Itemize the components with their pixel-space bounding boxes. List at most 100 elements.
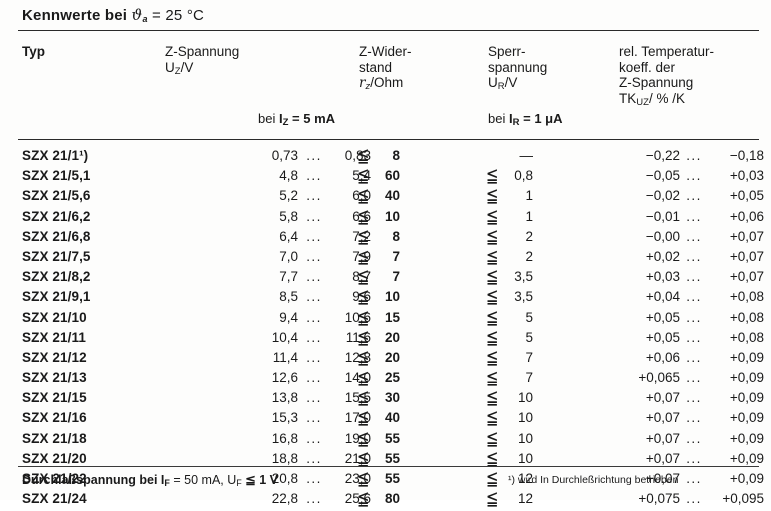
cell-ur-value: 12	[517, 471, 533, 486]
cell-rz-le-symbol: ≦	[357, 244, 370, 269]
table-row: SZX 21/5,6 5,2... 6,0 ≦ 40 ≦ 1 −0,02... +0,05	[0, 183, 771, 209]
table-row: SZX 21/12 11,4... 12,8 ≦ 20 ≦ 7 +0,06... +0,09	[0, 345, 771, 370]
footnote-durchlassspannung: Durchlaßspannung bei IF = 50 mA, UF ≦ 1 …	[22, 473, 278, 488]
table-row: SZX 21/9,1 8,5... 9,6 ≦ 10 ≦ 3,5 +0,04... +0,08	[0, 287, 771, 309]
ur-header-line2: spannung	[488, 59, 548, 75]
condition-iz: bei IZ = 5 mA	[258, 111, 336, 128]
cell-tk-ellipsis: ...	[686, 450, 702, 466]
cell-rz-le-symbol: ≦	[357, 325, 370, 350]
cell-typ: SZX 21/1¹)	[22, 148, 89, 163]
cell-uz-max: 7,2	[352, 228, 371, 244]
cell-typ: SZX 21/22	[22, 471, 87, 486]
rz-header-line2: stand	[359, 59, 393, 75]
cell-ur-le-symbol: ≦	[486, 365, 499, 390]
cell-rz-le-symbol: ≦	[357, 385, 370, 410]
cell-ur-le-symbol: ≦	[486, 203, 499, 229]
cell-typ: SZX 21/11	[22, 329, 86, 345]
cell-ur-value: 2	[525, 228, 533, 244]
cell-ur-value: 12	[517, 491, 533, 507]
cell-ur-le-symbol: ≦	[486, 486, 499, 511]
cell-uz-ellipsis: ...	[306, 491, 322, 507]
cell-uz-max: 7,9	[352, 248, 371, 264]
cell-ur-value: 5	[525, 309, 533, 325]
cell-ur-value: 10	[517, 410, 533, 426]
cell-rz-value: 8	[392, 148, 400, 163]
cell-ur-le-symbol: ≦	[486, 163, 499, 188]
uz-header-line1: Z-Spannung	[165, 44, 240, 59]
cell-rz-le-symbol: ≦	[357, 345, 370, 370]
cell-uz-min: 7,0	[279, 248, 298, 264]
cell-typ: SZX 21/16	[22, 410, 87, 426]
cell-rz-value: 10	[384, 289, 400, 305]
cell-rz-value: 15	[384, 309, 400, 325]
cell-rz-value: 20	[384, 349, 400, 365]
cell-tk-min: +0,05	[645, 309, 680, 325]
cell-tk-max: +0,07	[729, 269, 764, 285]
cell-rz-value: 55	[384, 450, 400, 466]
cell-uz-max: 10,6	[344, 309, 371, 325]
cell-tk-max: +0,08	[729, 309, 764, 325]
cell-uz-ellipsis: ...	[306, 450, 322, 466]
footnote-marker-note: ¹) wird In Durchleßrichtung betrieben	[508, 474, 679, 486]
cell-rz-le-symbol: ≦	[357, 486, 370, 511]
cell-ur-le-symbol: ≦	[486, 345, 499, 370]
table-row: SZX 21/6,8 6,4... 7,2 ≦ 8 ≦ 2 −0,00... +0,07	[0, 226, 771, 249]
cell-uz-ellipsis: ...	[306, 430, 322, 446]
cell-uz-min: 11,4	[272, 349, 298, 365]
cell-uz-max: 6,0	[352, 188, 371, 204]
cell-tk-min: −0,01	[645, 208, 680, 224]
cell-uz-min: 8,5	[279, 289, 298, 305]
cell-typ: SZX 21/5,1	[22, 168, 91, 184]
cell-ur-le-symbol: ≦	[486, 183, 499, 209]
cell-uz-max: 6,6	[352, 208, 371, 224]
title-temperature-value: 25 °C	[165, 7, 205, 24]
datasheet-table-page: Kennwerte bei ϑa = 25 °C Typ Z-Spannung …	[18, 6, 764, 509]
cell-rz-value: 8	[392, 228, 400, 244]
cell-tk-ellipsis: ...	[686, 410, 702, 426]
cell-typ: SZX 21/5,6	[22, 188, 91, 204]
theta-symbol: ϑ	[131, 6, 143, 24]
cell-tk-min: +0,02	[645, 248, 680, 264]
ur-header-line3: UR/V	[488, 75, 518, 92]
cell-rz-le-symbol: ≦	[357, 264, 370, 289]
cell-tk-min: +0,06	[645, 349, 680, 365]
table-row: SZX 21/15 13,8... 15,5 ≦ 30 ≦ 10 +0,07... +0,09	[0, 385, 771, 410]
cell-tk-ellipsis: ...	[686, 471, 702, 486]
cell-uz-max: 14,0	[344, 370, 371, 386]
cell-ur-value: 7	[525, 349, 533, 365]
cell-ur-le-symbol: ≦	[486, 405, 499, 431]
rz-header-line3: rz/Ohm	[359, 75, 404, 92]
cell-uz-ellipsis: ...	[306, 269, 322, 285]
cell-uz-ellipsis: ...	[306, 329, 322, 345]
cell-rz-value: 7	[392, 248, 400, 264]
table-row: SZX 21/18 16,8... 19,0 ≦ 55 ≦ 10 +0,07... +0,09	[0, 428, 771, 451]
column-header-temperaturkoeffizient: rel. Temperatur- koeff. der Z-Spannung T…	[619, 44, 714, 110]
cell-ur-value: 3,5	[514, 269, 533, 285]
cell-tk-min: +0,05	[645, 329, 680, 345]
cell-rz-le-symbol: ≦	[357, 143, 370, 168]
cell-tk-min: −0,00	[645, 228, 680, 244]
cell-ur-value: —	[519, 148, 534, 163]
cell-tk-ellipsis: ...	[686, 491, 702, 507]
cell-rz-value: 55	[384, 430, 400, 446]
cell-tk-ellipsis: ...	[686, 430, 702, 446]
cell-uz-max: 17,0	[344, 410, 371, 426]
cell-tk-max: +0,095	[722, 491, 764, 507]
tk-header-line2: koeff. der	[619, 59, 676, 75]
cell-rz-le-symbol: ≦	[357, 405, 370, 431]
table-row: SZX 21/10 9,4... 10,6 ≦ 15 ≦ 5 +0,05... +0,08	[0, 307, 771, 330]
cell-rz-value: 30	[384, 390, 400, 406]
cell-rz-value: 60	[384, 168, 400, 184]
cell-rz-value: 80	[384, 491, 400, 507]
cell-typ: SZX 21/13	[22, 370, 87, 386]
cell-tk-max: +0,07	[729, 228, 764, 244]
cell-uz-min: 20,8	[271, 471, 298, 486]
cell-uz-max: 11,6	[345, 329, 371, 345]
cell-rz-le-symbol: ≦	[357, 365, 370, 390]
cell-tk-max: +0,09	[729, 450, 764, 466]
cell-uz-ellipsis: ...	[306, 228, 322, 244]
cell-typ: SZX 21/18	[22, 430, 87, 446]
cell-tk-min: −0,22	[645, 148, 680, 163]
cell-typ: SZX 21/20	[22, 450, 87, 466]
table-body: SZX 21/1¹) 0,73... 0,83 ≦ 8— −0,22... −0,18 SZX…	[0, 143, 771, 511]
